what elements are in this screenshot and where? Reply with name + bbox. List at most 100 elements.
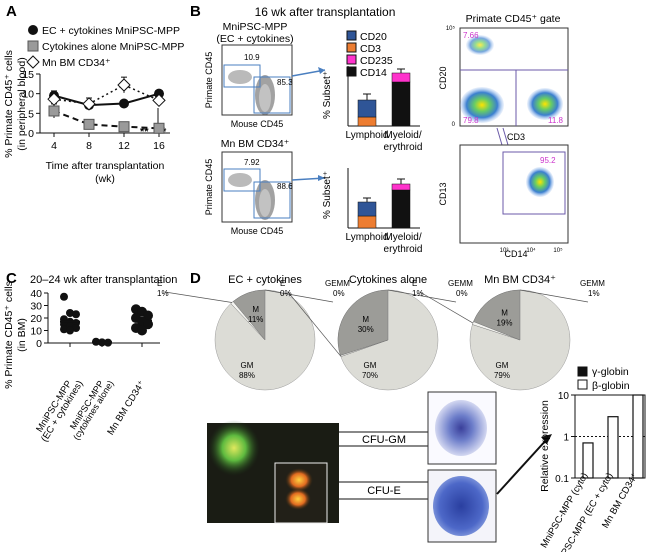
globin-bar-chart: 0.1 1 10 <box>555 391 646 485</box>
stacked-bar-ylabel: % Subset⁺ <box>322 71 333 119</box>
scatter-point <box>143 319 153 330</box>
quadrant-value-bottom-right: 11.8 <box>548 116 564 125</box>
leader-line <box>264 289 334 303</box>
legend-label-ec: EC + cytokines MniPSC-MPP <box>42 25 180 37</box>
pie-label-e: E <box>157 279 162 288</box>
globin-bar <box>632 394 644 479</box>
stacked-bar-segment <box>357 201 377 217</box>
pie-slice-e <box>230 301 266 341</box>
flow-population-core <box>259 189 271 217</box>
pie-pct-gemm: 1% <box>588 289 600 298</box>
category-label: Myeloid/ <box>384 232 421 243</box>
flow-plot-bm: Mn BM CD34⁺ 7.92 88.6 Primate CD45 Mouse… <box>204 138 326 236</box>
y-tick-label: 10 <box>558 391 570 402</box>
stacked-bar-segment <box>391 72 411 83</box>
y-tick-label: 0 <box>28 128 34 140</box>
panel-c-ylabel-2: (in BM) <box>16 318 28 352</box>
flow-xlabel: Mouse CD45 <box>231 119 284 129</box>
flow-arrow-head <box>318 175 325 181</box>
arrow-to-globin-chart <box>496 437 549 495</box>
gate-plot-cd20-cd3: Primate CD45⁺ gate 7.66 79.8 11.8 CD20 C… <box>438 13 569 146</box>
gate-xlabel: CD14 <box>504 249 527 259</box>
leader-line <box>519 289 589 303</box>
tick-label: 10⁵ <box>446 25 456 32</box>
x-tick-label: 16 <box>153 140 165 152</box>
pie-pct-gemm: 0% <box>456 289 468 298</box>
pie-label-e: E <box>412 279 417 288</box>
pie-pct-e: 1% <box>412 289 424 298</box>
y-axis-label-2: (in peripheral blood) <box>16 57 28 150</box>
tick-label: 10³ <box>500 248 509 254</box>
legend-swatch-cd3 <box>346 42 357 53</box>
data-point <box>117 78 131 92</box>
x-tick-label: 8 <box>86 140 92 152</box>
x-tick-label: 4 <box>51 140 57 152</box>
legend-label-cd235: CD235 <box>360 55 393 67</box>
panel-label-c: C <box>6 270 17 287</box>
y-tick-label: 0.1 <box>555 474 569 485</box>
legend-swatch-cd14 <box>346 66 357 77</box>
pie-label-gemm: GEMM <box>325 279 350 288</box>
scatter-point <box>72 310 80 319</box>
scatter-point <box>137 325 147 336</box>
leader-line <box>419 291 474 324</box>
y-tick-label: 10 <box>30 326 42 338</box>
arrow-head <box>541 434 552 444</box>
scatter-point <box>60 292 68 301</box>
stacked-bar-ylabel: % Subset⁺ <box>322 171 333 219</box>
y-tick-label: 1 <box>563 433 569 444</box>
scatter-point <box>60 325 68 334</box>
gate-plot-frame <box>459 144 569 244</box>
panel-label-a: A <box>6 3 17 20</box>
y-axis-label-1: % Primate CD45⁺ cells <box>3 50 15 158</box>
panel-c-ylabel-1: % Primate CD45⁺ cells <box>3 281 15 389</box>
flow-plot-bm-title: Mn BM CD34⁺ <box>221 138 290 150</box>
cell-shape <box>433 476 489 536</box>
pie-label-e: E <box>280 279 285 288</box>
gate-link-line <box>496 127 503 146</box>
panel-b-title: 16 wk after transplantation <box>255 5 396 19</box>
density-cluster <box>466 35 494 55</box>
scatter-point <box>66 309 74 317</box>
y-tick-label: 5 <box>28 108 34 120</box>
y-tick-label: 0 <box>36 338 42 350</box>
category-label: erythroid <box>384 244 423 255</box>
panel-label-b: B <box>190 3 201 20</box>
flow-population-core <box>259 84 271 112</box>
pie-label-gemm: GEMM <box>580 279 605 288</box>
tick-label: 0 <box>452 122 456 128</box>
legend-label-bm: Mn BM CD34⁺ <box>42 57 111 69</box>
legend-swatch-gamma-globin <box>577 366 588 377</box>
panel-a-axes: % Primate CD45⁺ cells (in peripheral blo… <box>3 50 170 185</box>
pie-pct-gemm: 0% <box>333 289 345 298</box>
flow-gate-mouse <box>253 76 291 114</box>
data-point <box>152 93 166 108</box>
y-tick-label: 10 <box>22 89 34 101</box>
flow-population-primate <box>228 173 252 187</box>
y-tick-label: 15 <box>22 69 34 81</box>
pie-pct-e: 0% <box>280 289 292 298</box>
flow-gate-primate-value: 10.9 <box>244 53 260 62</box>
stacked-bar-segment <box>391 189 411 229</box>
series-line <box>53 84 160 105</box>
y-tick-label: 40 <box>30 288 42 300</box>
pie-label-gemm: GEMM <box>448 279 473 288</box>
series-line <box>53 92 160 107</box>
pie-title-cyto: Cytokines alone <box>349 274 427 286</box>
legend-swatch-cd235 <box>346 54 357 65</box>
leader-line <box>164 291 232 303</box>
pie-pct-gm: 79% <box>494 371 510 380</box>
pie-slice-m <box>473 289 521 341</box>
legend-swatch-beta-globin <box>577 379 588 390</box>
panel-c-xlabels: MniPSC-MPP (EC + cytokines) MniPSC-MPP (… <box>34 379 147 444</box>
tick-label: 10⁴ <box>526 247 536 254</box>
y-tick-label: 20 <box>30 313 42 325</box>
panel-label-d: D <box>190 270 201 287</box>
stacked-bar-segment <box>391 183 411 191</box>
leader-line <box>387 289 457 303</box>
pie-pct-gm: 88% <box>239 371 255 380</box>
legend-label-cyto: Cytokines alone MniPSC-MPP <box>42 41 184 53</box>
gate-link-line <box>502 127 509 146</box>
